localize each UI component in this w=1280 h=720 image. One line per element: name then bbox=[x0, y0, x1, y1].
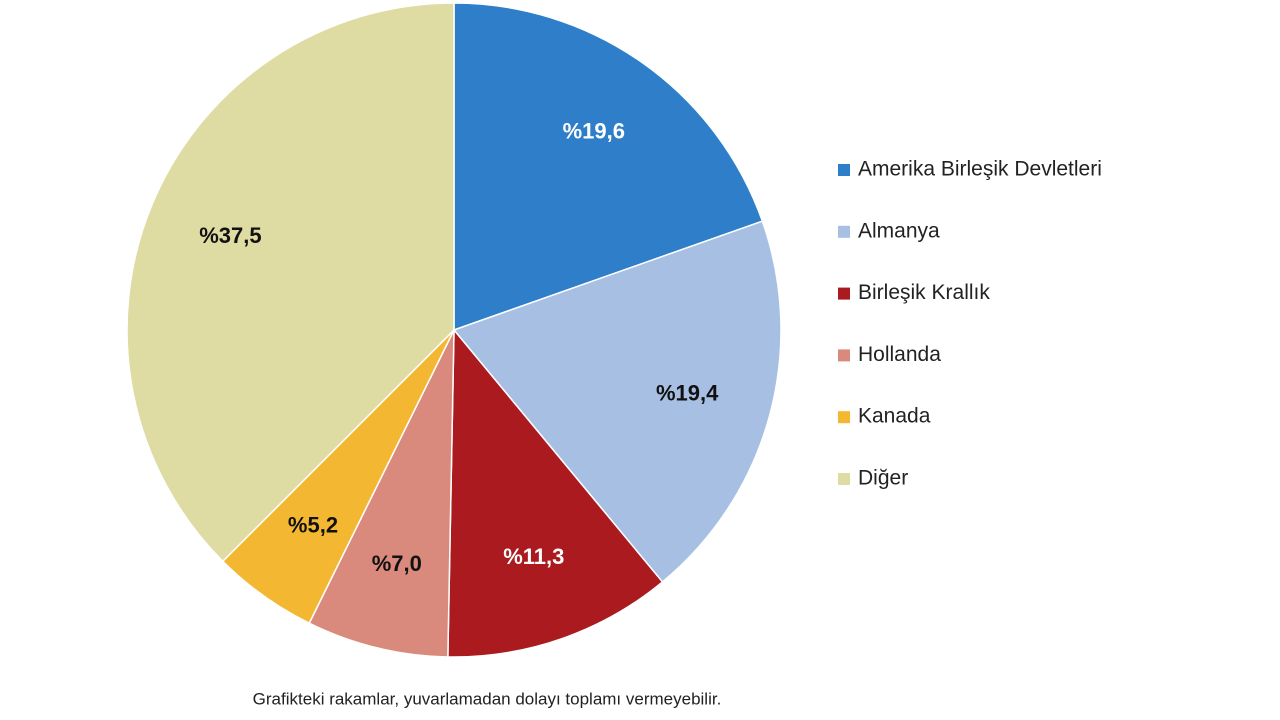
value-label: %37,5 bbox=[199, 223, 261, 248]
pie-slice bbox=[308, 329, 455, 658]
legend-swatch bbox=[838, 349, 850, 362]
value-label: %19,4 bbox=[656, 380, 719, 405]
footnote: Grafikteki rakamlar, yuvarlamadan dolayı… bbox=[253, 689, 722, 708]
legend-label: Birleşik Krallık bbox=[858, 281, 990, 304]
legend-swatch bbox=[838, 287, 850, 300]
pie-slice bbox=[126, 2, 455, 563]
value-label: %19,6 bbox=[563, 118, 625, 143]
pie-slice bbox=[452, 220, 782, 584]
legend-label: Hollanda bbox=[858, 343, 941, 366]
value-label: %11,3 bbox=[503, 544, 564, 569]
pie-slice bbox=[447, 327, 664, 658]
legend-label: Amerika Birleşik Devletleri bbox=[858, 158, 1102, 181]
value-label: %5,2 bbox=[288, 512, 338, 537]
legend-label: Almanya bbox=[858, 219, 940, 242]
legend-swatch bbox=[838, 225, 850, 238]
legend-label: Kanada bbox=[858, 405, 931, 428]
legend-swatch bbox=[838, 411, 850, 424]
legend-swatch bbox=[838, 164, 850, 176]
legend-swatch bbox=[838, 473, 850, 485]
value-label: %7,0 bbox=[372, 551, 422, 576]
legend-label: Diğer bbox=[858, 467, 908, 490]
